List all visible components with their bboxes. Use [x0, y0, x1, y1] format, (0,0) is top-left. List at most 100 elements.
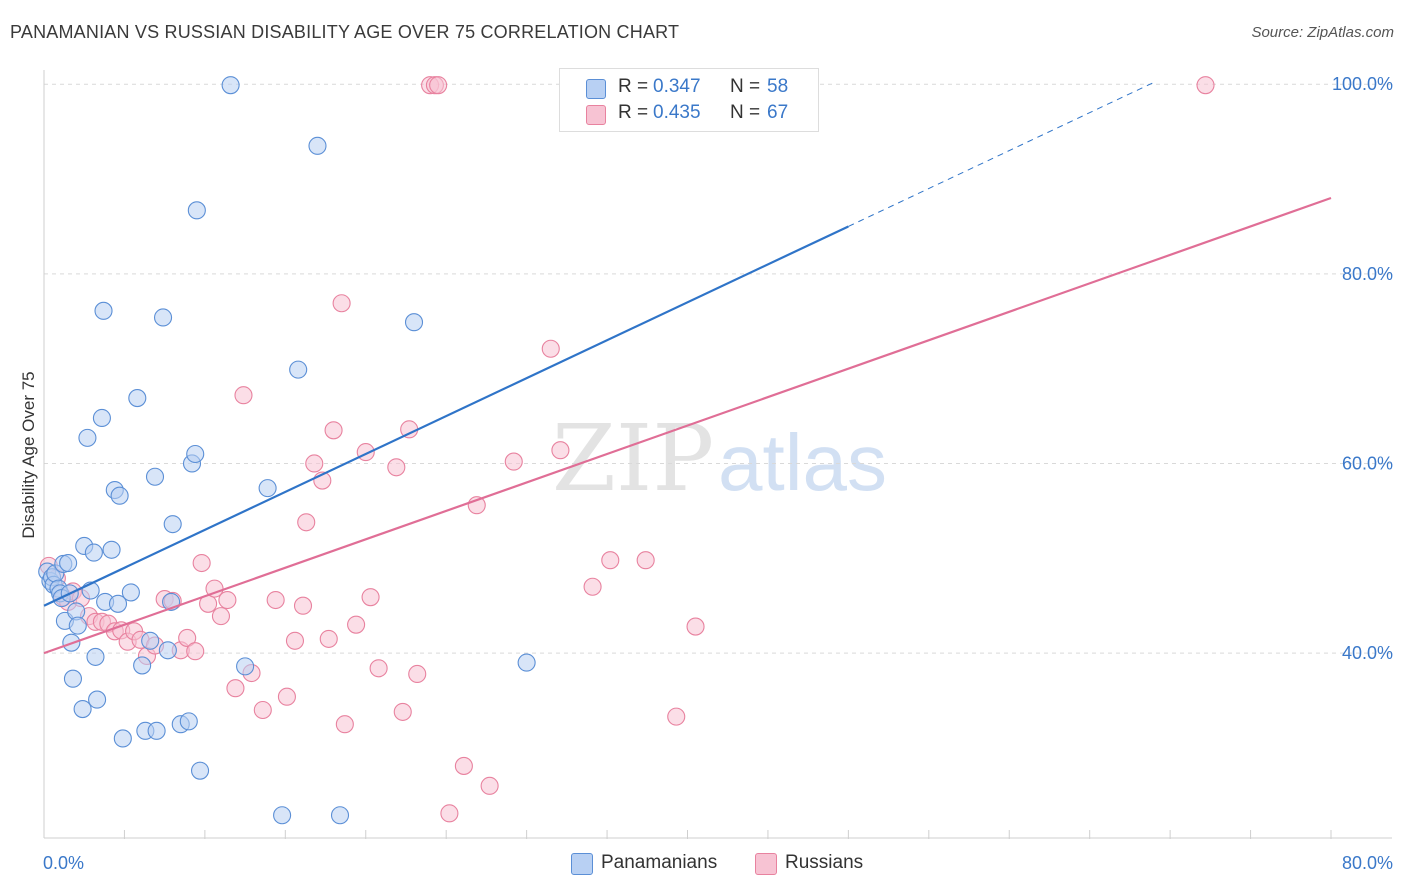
russian-point [218, 590, 237, 610]
panamanian-point [88, 690, 107, 709]
russian-point [253, 700, 272, 720]
panamanian-point [145, 467, 165, 486]
panamanian-point [110, 486, 129, 505]
russians-trend-line [43, 196, 1332, 655]
panamanian-point [153, 308, 173, 327]
panamanian-point [236, 657, 255, 676]
panamanian-point [128, 389, 147, 408]
russian-point [387, 458, 406, 477]
tick-labels: 40.0% 60.0% 80.0% 100.0% 0.0% 80.0% [43, 74, 1393, 873]
legend-r-label: R = [618, 76, 649, 97]
panamanian-point [113, 729, 132, 748]
legend-n-value: 58 [767, 76, 789, 97]
y-tick-label: 60.0% [1342, 453, 1393, 473]
legend-r-value: 0.347 [653, 76, 701, 97]
trend-lines [43, 81, 1332, 655]
panamanian-point [84, 543, 103, 562]
axes [43, 70, 1392, 839]
russian-point [1196, 76, 1215, 95]
russian-point [324, 421, 343, 440]
panamanian-point [158, 641, 177, 660]
russian-point [178, 628, 197, 647]
panamanian-point [121, 583, 140, 602]
russian-point [429, 76, 448, 95]
panamanian-point [94, 301, 113, 320]
russian-point [186, 642, 205, 661]
russian-point [285, 631, 305, 650]
legend-n-value: 67 [767, 102, 789, 123]
panamanian-point [308, 136, 327, 155]
russian-point [686, 617, 705, 636]
panamanian-point [86, 647, 105, 666]
panamanian-point [258, 479, 277, 498]
watermark-atlas: atlas [718, 418, 887, 507]
russian-point [226, 679, 245, 698]
legend-n-label: N = [730, 76, 761, 97]
russian-point [601, 551, 620, 570]
bottom-legend-swatch-pink [755, 853, 777, 875]
russian-point [583, 577, 602, 596]
x-tick-label: 0.0% [43, 853, 84, 873]
russian-point [393, 702, 412, 721]
russian-point [504, 452, 523, 471]
russian-point [211, 607, 231, 626]
russian-point [277, 687, 296, 706]
legend-r-label: R = [618, 102, 649, 123]
y-tick-label: 100.0% [1332, 74, 1393, 94]
russian-point [192, 553, 211, 573]
y-tick-label: 40.0% [1342, 643, 1393, 663]
panamanian-point [179, 712, 198, 731]
legend-swatch-pink [586, 105, 606, 125]
russian-point [636, 551, 655, 570]
panamanian-point [147, 721, 166, 740]
x-tick-label: 80.0% [1342, 853, 1393, 873]
panamanian-point [190, 761, 210, 780]
russian-point [541, 339, 560, 358]
russian-point [319, 629, 338, 648]
panamanian-point [78, 428, 97, 447]
panamanian-point [517, 653, 536, 672]
panamanian-point [404, 313, 424, 332]
russian-point [454, 756, 473, 775]
panamanians-points [38, 76, 758, 825]
russian-point [335, 715, 354, 734]
russian-point [480, 776, 499, 795]
y-tick-label: 80.0% [1342, 264, 1393, 284]
russian-point [440, 804, 459, 823]
russian-point [293, 596, 313, 615]
russian-point [408, 664, 427, 684]
panamanian-point [92, 408, 111, 428]
bottom-legend-label: Russians [785, 852, 864, 873]
panamanian-point [63, 669, 83, 688]
source-label: Source: ZipAtlas.com [1251, 24, 1394, 41]
russian-point [667, 707, 686, 726]
russian-point [234, 386, 253, 405]
russian-point [297, 513, 316, 532]
chart-title: PANAMANIAN VS RUSSIAN DISABILITY AGE OVE… [10, 22, 680, 42]
watermark-zip: ZIP [552, 405, 714, 512]
panamanian-point [330, 806, 350, 825]
panamanian-point [163, 515, 182, 534]
panamanian-point [187, 201, 206, 220]
panamanian-point [133, 656, 152, 675]
panamanian-point [73, 700, 92, 719]
russian-point [361, 588, 380, 607]
panamanian-point [108, 594, 128, 613]
russian-point [332, 294, 351, 313]
panamanian-point [141, 631, 160, 650]
legend-swatch-blue [586, 79, 606, 99]
panamanian-point [273, 806, 292, 825]
russian-point [266, 590, 285, 610]
watermark: ZIP atlas [552, 405, 887, 512]
legend-n-label: N = [730, 102, 761, 123]
legend: R = 0.347 N = 58 R = 0.435 N = 67 [559, 68, 819, 132]
gridlines [44, 83, 1392, 654]
panamanians-trend-extension [848, 81, 1155, 227]
panamanian-point [102, 540, 121, 559]
russian-point [347, 615, 366, 634]
russian-point [551, 441, 570, 460]
legend-r-value: 0.435 [653, 102, 701, 123]
panamanian-point [59, 553, 78, 573]
panamanian-point [186, 444, 205, 464]
